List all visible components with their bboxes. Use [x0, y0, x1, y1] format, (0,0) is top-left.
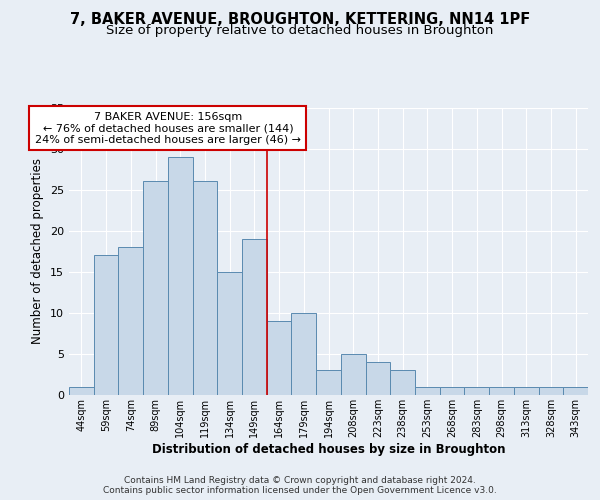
Bar — [563, 387, 588, 395]
Bar — [514, 387, 539, 395]
X-axis label: Distribution of detached houses by size in Broughton: Distribution of detached houses by size … — [152, 442, 505, 456]
Text: 7, BAKER AVENUE, BROUGHTON, KETTERING, NN14 1PF: 7, BAKER AVENUE, BROUGHTON, KETTERING, N… — [70, 12, 530, 28]
Bar — [267, 321, 292, 395]
Bar — [193, 182, 217, 395]
Bar — [341, 354, 365, 395]
Bar — [464, 387, 489, 395]
Bar — [365, 362, 390, 395]
Bar — [242, 239, 267, 395]
Bar — [292, 313, 316, 395]
Y-axis label: Number of detached properties: Number of detached properties — [31, 158, 44, 344]
Bar — [168, 157, 193, 395]
Bar — [539, 387, 563, 395]
Text: Size of property relative to detached houses in Broughton: Size of property relative to detached ho… — [106, 24, 494, 37]
Bar — [118, 247, 143, 395]
Bar — [316, 370, 341, 395]
Bar — [415, 387, 440, 395]
Bar — [489, 387, 514, 395]
Bar — [69, 387, 94, 395]
Bar — [390, 370, 415, 395]
Bar — [143, 182, 168, 395]
Bar — [440, 387, 464, 395]
Text: 7 BAKER AVENUE: 156sqm
← 76% of detached houses are smaller (144)
24% of semi-de: 7 BAKER AVENUE: 156sqm ← 76% of detached… — [35, 112, 301, 145]
Text: Contains HM Land Registry data © Crown copyright and database right 2024.
Contai: Contains HM Land Registry data © Crown c… — [103, 476, 497, 495]
Bar — [217, 272, 242, 395]
Bar — [94, 256, 118, 395]
